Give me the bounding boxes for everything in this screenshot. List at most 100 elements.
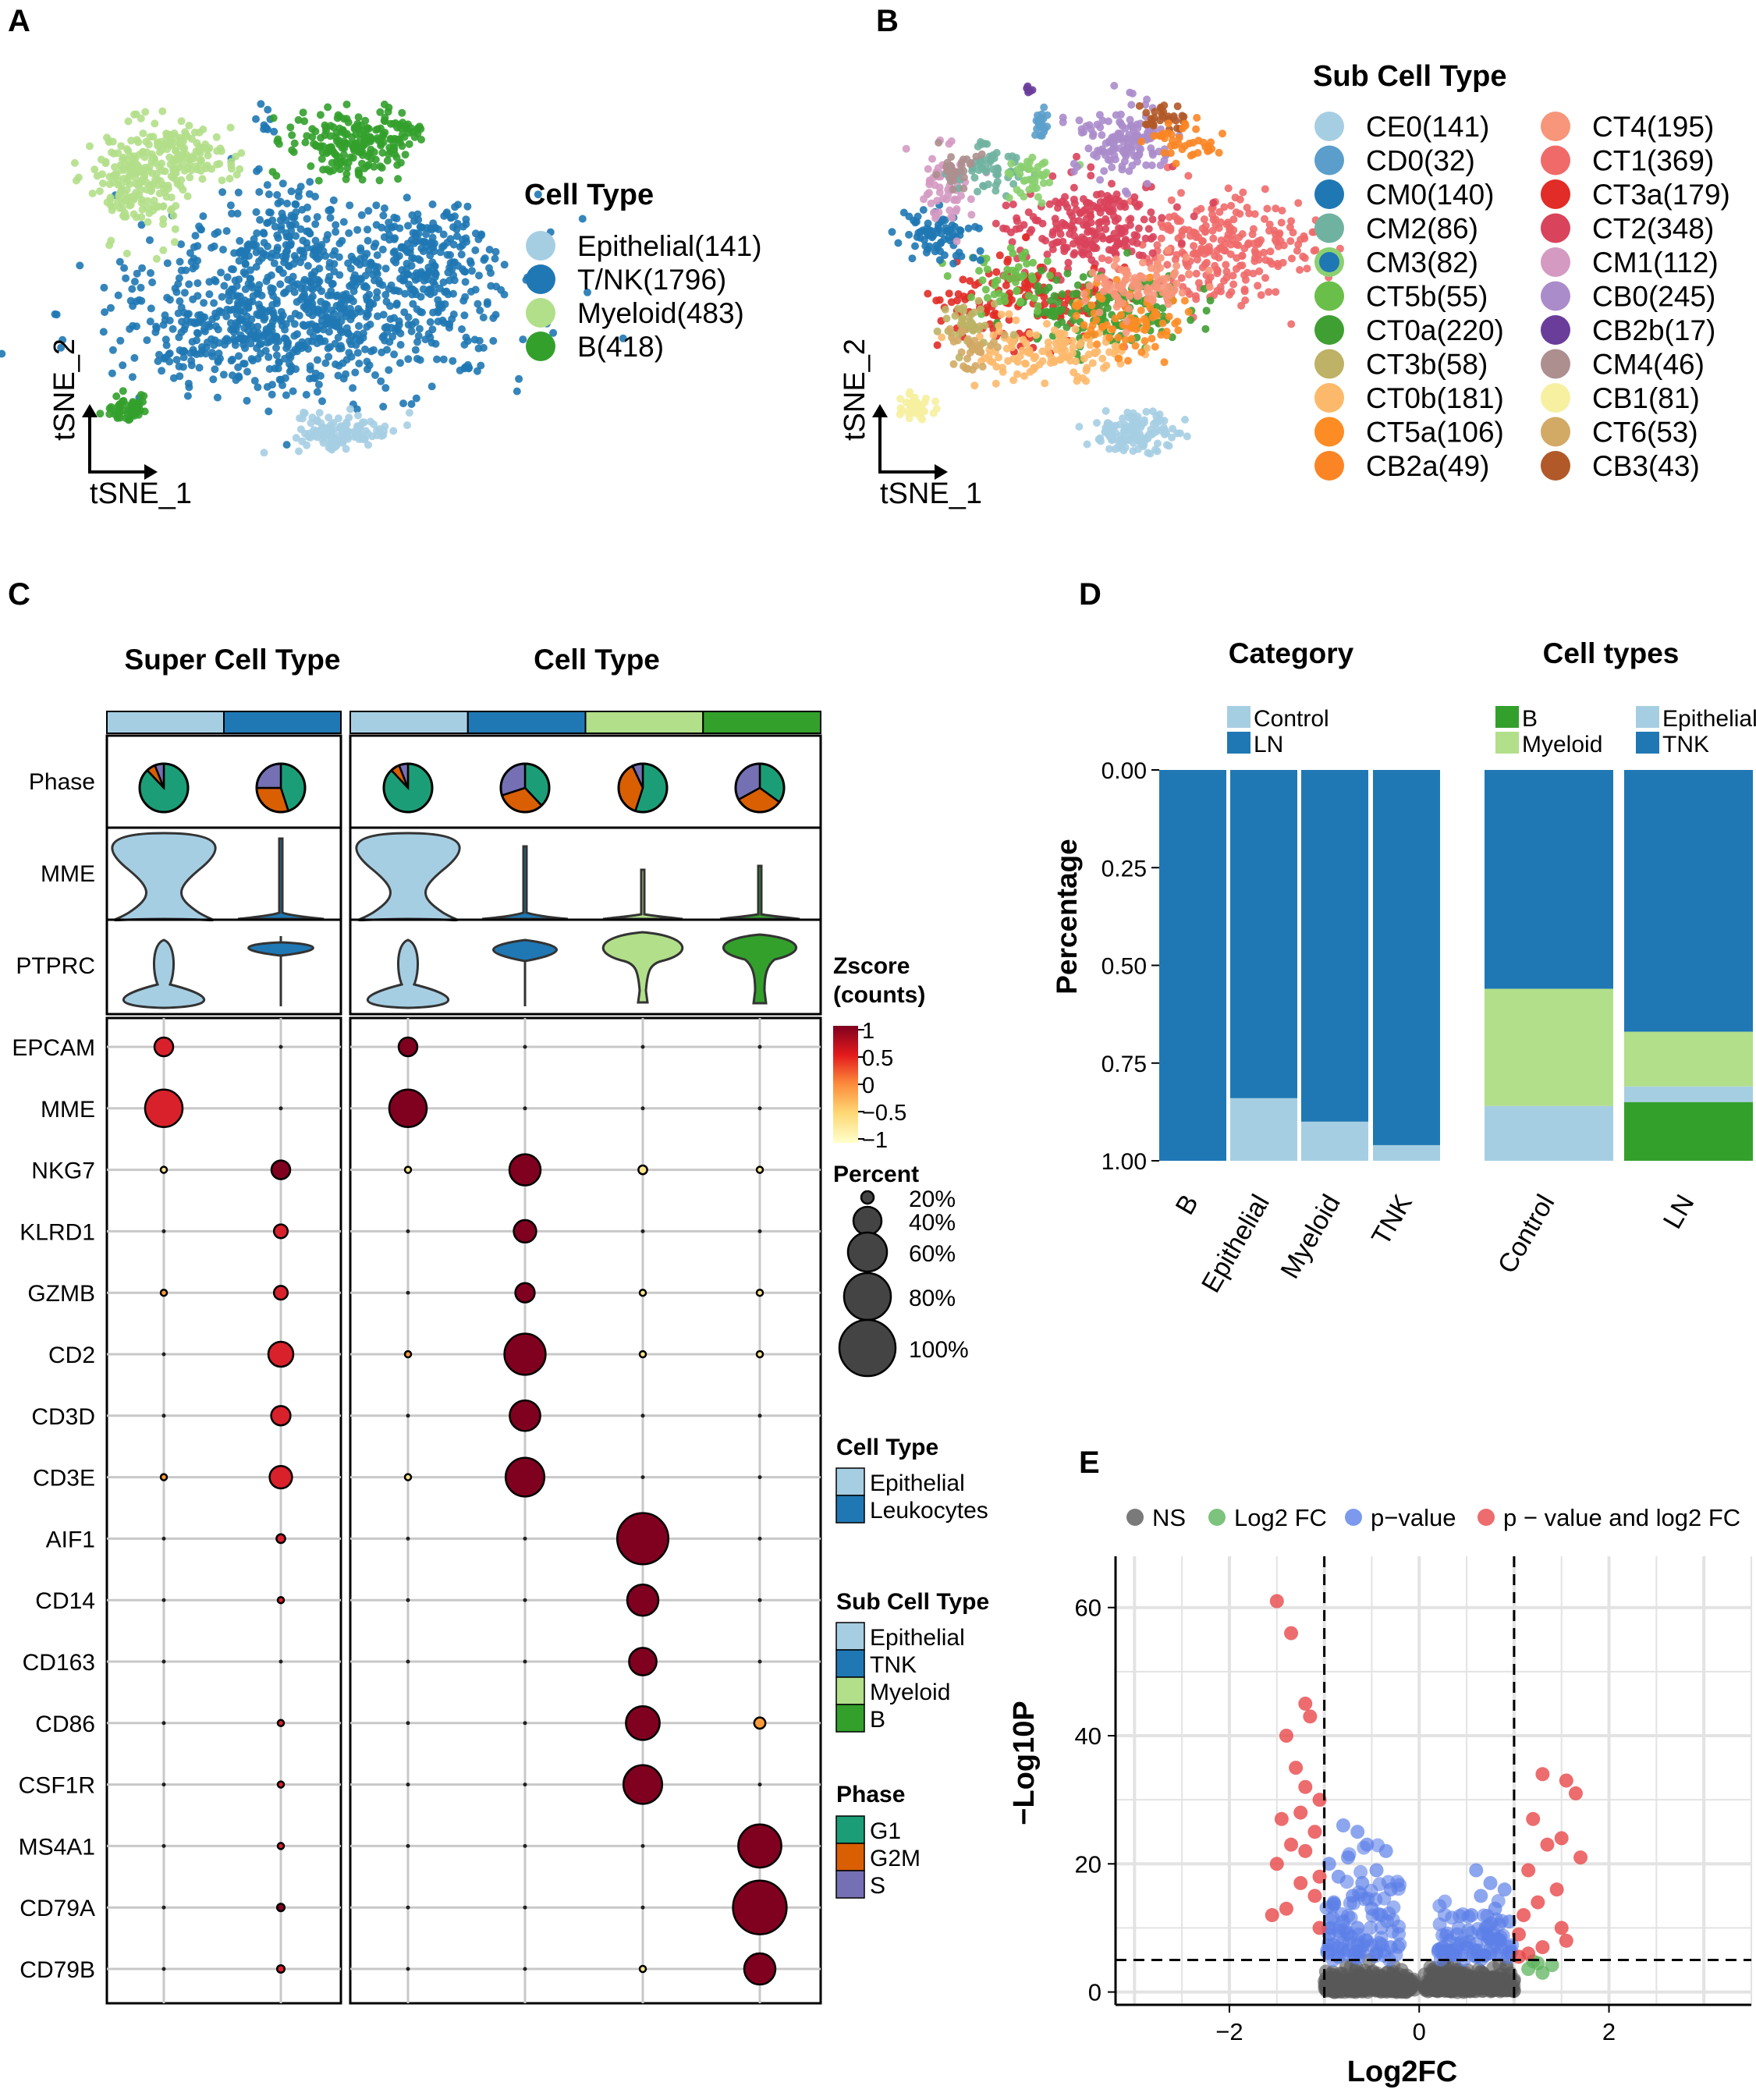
tsne-point-ct1 <box>1272 288 1280 296</box>
cell-dot-empty <box>523 1536 527 1541</box>
super-dot <box>276 1719 286 1728</box>
annotation-bars <box>106 711 821 734</box>
tsne-point-tnk <box>404 222 412 230</box>
volcano-point-sig <box>1573 1850 1588 1865</box>
tsne-point-b <box>357 121 366 129</box>
tsne-point-tnk <box>187 361 196 370</box>
tsne-point-epithelial <box>328 437 336 445</box>
tsne-point-tnk <box>481 254 489 262</box>
volcano-point-sig <box>1535 1940 1550 1955</box>
super-dot-empty <box>161 1905 166 1910</box>
tsne-point-tnk <box>313 356 321 364</box>
tsne-point-tnk <box>303 227 311 236</box>
tsne-point-tnk <box>290 320 299 328</box>
tsne-point-tnk <box>409 300 417 308</box>
tsne-point-tnk <box>273 190 282 199</box>
super-dot <box>275 1963 286 1974</box>
tsne-point-ct4 <box>1172 279 1181 288</box>
tsne-point-ct5a <box>1146 303 1155 311</box>
tsne-point-myeloid <box>172 147 180 155</box>
tsne-point-ct0a <box>1063 269 1072 278</box>
tsne-point-ce0 <box>1168 433 1176 442</box>
tsne-point-tnk <box>253 229 261 237</box>
tsne-point-tnk <box>286 221 294 229</box>
tsne-point-ct0b <box>1020 372 1028 380</box>
cell-dot-empty <box>523 1598 527 1602</box>
tsne-point-tnk <box>296 183 305 191</box>
cell-dot-empty <box>523 1659 527 1664</box>
legend-cell-type-label: Epithelial <box>870 1470 965 1496</box>
zscore-tick-label: −1 <box>862 1128 888 1153</box>
cell-dot-empty <box>523 1905 527 1910</box>
tsne-point-ct0a <box>1042 307 1051 316</box>
legend-b-swatch <box>1314 213 1344 243</box>
tsne-point-tnk <box>107 303 115 312</box>
tsne-point-tnk <box>228 285 236 293</box>
tsne-point-cm0 <box>911 242 919 250</box>
tsne-point-tnk <box>449 240 458 249</box>
tsne-point-b <box>319 142 328 151</box>
tsne-point-cm1 <box>967 195 975 204</box>
legend-label-cell-types: TNK <box>1662 732 1709 757</box>
tsne-point-tnk <box>163 259 172 268</box>
panel-d-bars: Category Cell typesPercentage0.000.250.50… <box>1051 637 1756 1297</box>
tsne-point-ct5b <box>1043 257 1052 265</box>
tsne-point-cm0 <box>908 254 917 263</box>
tsne-point-myeloid <box>203 146 211 154</box>
tsne-point-b <box>326 122 335 130</box>
bar-segment-cell-types <box>1485 988 1613 1106</box>
legend-b-label: CM0(140) <box>1366 179 1495 211</box>
tsne-point-tnk <box>346 294 355 303</box>
tsne-point-myeloid <box>181 154 190 163</box>
tsne-point-tnk <box>500 261 509 269</box>
tsne-x-label-b: tSNE_1 <box>880 477 982 510</box>
tsne-point-tnk <box>434 317 442 326</box>
tsne-point-tnk <box>328 315 336 324</box>
legend-b-swatch-inner <box>1319 252 1339 272</box>
tsne-point-ct2 <box>1147 208 1155 217</box>
tsne-point-ct0b <box>1030 354 1038 363</box>
volcano-point-ns <box>1457 1976 1471 1991</box>
tsne-point-ce0 <box>1173 429 1182 438</box>
legend-a-swatch <box>526 298 555 328</box>
volcano-point-p <box>1336 1935 1350 1950</box>
cell-dot-empty <box>757 1475 762 1480</box>
tsne-point-b <box>395 135 403 144</box>
tsne-point-cm1 <box>920 195 928 204</box>
tsne-point-ct4 <box>1185 269 1194 278</box>
tsne-point-tnk <box>130 278 139 286</box>
gene-label: MS4A1 <box>19 1834 95 1860</box>
cell-dot <box>509 1399 541 1432</box>
tsne-point-ct0b <box>1016 352 1024 360</box>
tsne-point-tnk <box>392 286 400 295</box>
volcano-point-p <box>1321 1857 1336 1871</box>
tsne-point-cm1 <box>924 189 933 197</box>
tsne-point-cd0 <box>1040 128 1048 137</box>
tsne-point-ct0b <box>1077 339 1085 347</box>
tsne-point-tnk <box>264 353 273 361</box>
volcano-point-p <box>1492 1932 1506 1947</box>
tsne-point-myeloid <box>129 210 138 218</box>
tsne-point-tnk <box>356 335 364 344</box>
panel-label-b: B <box>876 4 899 38</box>
tsne-point-ct5a <box>1127 324 1136 332</box>
volcano-point-sig <box>1269 1857 1284 1871</box>
super-dot <box>144 1088 184 1129</box>
tsne-point-tnk <box>216 354 224 363</box>
tsne-point-ct1 <box>1163 225 1172 233</box>
tsne-point-tnk <box>205 290 214 299</box>
tsne-point-epithelial <box>298 414 307 423</box>
tsne-point-tnk <box>247 281 256 289</box>
tsne-point-ct0b <box>970 381 979 390</box>
tsne-point-ct5b <box>1029 258 1038 267</box>
volcano-legend-dot <box>1478 1509 1495 1526</box>
tsne-point-ct5a <box>1111 314 1119 323</box>
volcano-legend-dot <box>1126 1509 1144 1526</box>
tsne-point-tnk <box>398 243 406 251</box>
tsne-point-tnk <box>114 291 122 300</box>
tsne-point-tnk <box>396 359 404 367</box>
tsne-point-cb2a <box>1137 137 1146 146</box>
tsne-point-myeloid <box>232 170 241 179</box>
tsne-point-cm0 <box>948 221 956 229</box>
tsne-point-ct2 <box>1074 217 1083 225</box>
